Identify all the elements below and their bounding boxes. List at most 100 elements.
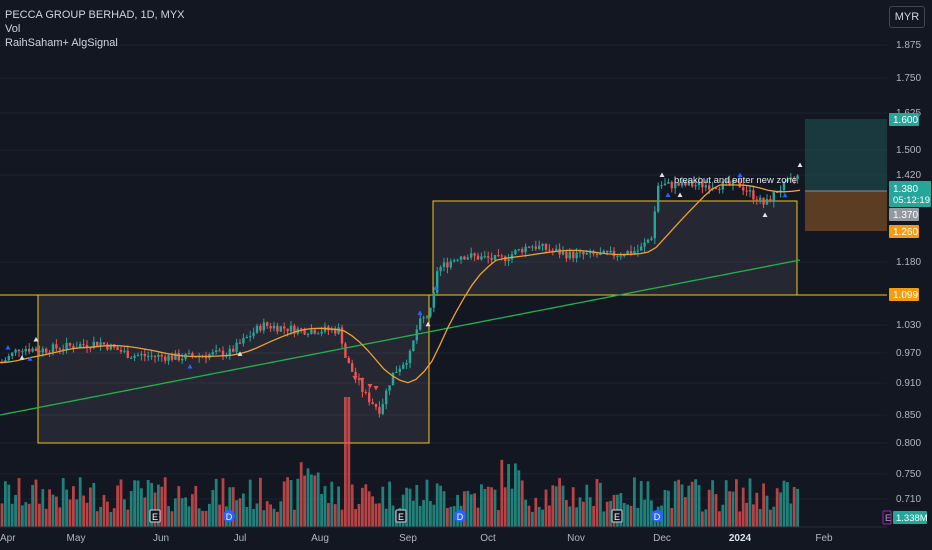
candle-body: [616, 255, 619, 257]
volume-bar: [330, 481, 334, 527]
dividend-marker[interactable]: D: [454, 510, 466, 522]
volume-bar: [565, 500, 568, 527]
candle-body: [177, 353, 180, 361]
candle-body: [174, 353, 177, 360]
volume-bar: [735, 479, 738, 527]
volume-bar: [82, 495, 85, 527]
target-zone[interactable]: [805, 119, 887, 191]
volume-bar: [61, 478, 65, 527]
volume-bar: [592, 505, 595, 527]
volume-bar: [381, 486, 385, 527]
volume-bar: [551, 485, 555, 527]
volume-bar: [633, 477, 636, 527]
volume-bar: [140, 488, 143, 527]
breakout-annotation[interactable]: breakout and enter new zone: [674, 175, 797, 186]
candle-body: [487, 256, 490, 258]
candle-body: [28, 348, 31, 352]
volume-bar: [707, 489, 711, 527]
volume-bar: [126, 509, 130, 527]
svg-text:1.600: 1.600: [893, 115, 918, 126]
dividend-marker[interactable]: D: [223, 510, 235, 522]
price-axis[interactable]: 1.8751.7501.6251.5001.4201.1801.0300.970…: [896, 40, 921, 505]
x-tick-label: Feb: [815, 533, 833, 544]
candle-body: [371, 402, 374, 404]
candle-body: [480, 256, 483, 260]
volume-bar: [527, 505, 531, 527]
volume-bar: [789, 503, 793, 527]
consolidation-zone-2[interactable]: [432, 200, 798, 296]
signal-indicator-label[interactable]: RaihSaham+ AlgSignal: [5, 37, 118, 49]
candle-body: [752, 190, 755, 200]
volume-bar: [14, 494, 17, 527]
candle-body: [476, 255, 480, 260]
candle-body: [221, 350, 225, 357]
candle-body: [269, 326, 272, 329]
candle-body: [619, 255, 622, 257]
candle-body: [599, 252, 602, 256]
signal-triangle: [27, 356, 33, 361]
candle-body: [106, 344, 109, 350]
volume-bar: [537, 506, 541, 527]
candle-body: [660, 185, 663, 187]
volume-bar: [310, 474, 313, 527]
candle-body: [252, 332, 255, 337]
ma-long-line: [0, 259, 801, 416]
volume-bar: [510, 488, 514, 527]
volume-bar: [344, 397, 347, 527]
volume-bar: [4, 481, 7, 527]
svg-text:05:12:19: 05:12:19: [893, 195, 930, 206]
candle-body: [130, 357, 133, 359]
candle-body: [255, 325, 259, 333]
earnings-marker[interactable]: E: [395, 509, 407, 523]
volume-bar: [449, 506, 453, 527]
earnings-marker[interactable]: E: [149, 509, 161, 523]
stop-zone[interactable]: [805, 191, 887, 231]
volume-bar: [85, 502, 89, 527]
volume-bar: [408, 488, 412, 527]
candle-body: [153, 355, 157, 357]
candle-body: [643, 242, 646, 247]
x-tick-label: May: [67, 533, 86, 544]
volume-bar: [235, 500, 238, 527]
y-tick-label: 1.750: [896, 73, 921, 84]
candle-body: [449, 261, 452, 268]
signal-triangle: [677, 192, 683, 197]
svg-text:1.099: 1.099: [893, 290, 918, 301]
earnings-marker[interactable]: E: [611, 509, 623, 523]
candle-body: [187, 353, 191, 355]
candle-body: [786, 179, 789, 182]
symbol-title[interactable]: PECCA GROUP BERHAD, 1D, MYX: [5, 9, 185, 21]
candle-body: [735, 180, 738, 182]
volume-bar: [364, 484, 368, 527]
volume-bar: [24, 502, 28, 527]
candle-body: [782, 181, 786, 191]
volume-bar: [422, 500, 425, 527]
volume-bar: [31, 484, 34, 527]
volume-bar: [21, 505, 24, 527]
candle-body: [361, 379, 364, 392]
candle-body: [235, 342, 238, 352]
time-axis[interactable]: Apr May Jun Jul Aug Sep Oct Nov Dec 2024 Feb: [0, 533, 833, 544]
candle-body: [776, 191, 779, 193]
volume-bar: [170, 511, 174, 527]
candle-body: [728, 180, 731, 185]
volume-bar: [313, 475, 317, 527]
svg-text:1.370: 1.370: [893, 210, 918, 221]
signal-triangle: [433, 285, 439, 290]
dividend-marker[interactable]: D: [651, 510, 663, 522]
volume-indicator-label[interactable]: Vol: [5, 23, 21, 35]
volume-bar: [167, 506, 170, 527]
consolidation-zone-1[interactable]: [37, 294, 430, 444]
candle-body: [670, 182, 673, 189]
svg-text:1.380: 1.380: [893, 184, 918, 195]
candle-body: [293, 325, 296, 334]
candle-body: [565, 251, 568, 259]
volume-bar: [391, 505, 395, 527]
candle-body: [636, 250, 639, 252]
volume-bar: [160, 486, 164, 527]
currency-button[interactable]: MYR: [889, 6, 925, 28]
volume-bar: [731, 491, 735, 527]
volume-bar: [286, 477, 289, 527]
volume-bar: [721, 504, 725, 527]
